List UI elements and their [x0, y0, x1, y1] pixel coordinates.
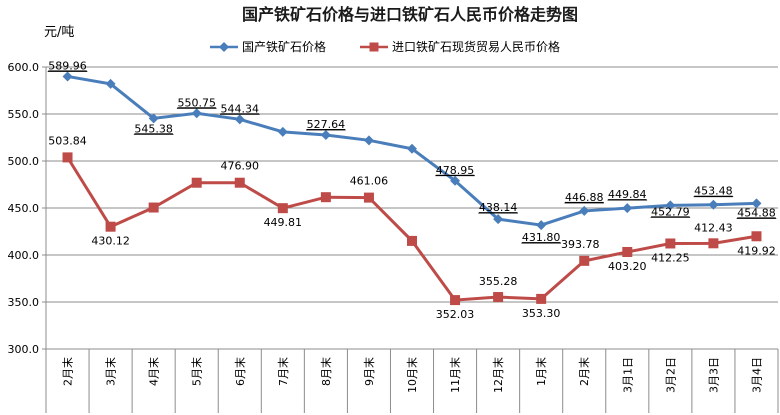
data-label-domestic: 452.79	[651, 205, 690, 218]
x-tick-label: 1月末	[534, 357, 548, 386]
data-point-import	[708, 238, 719, 249]
data-label-import: 352.03	[436, 308, 475, 321]
y-tick-label: 350.0	[8, 296, 40, 309]
data-point-domestic	[277, 126, 288, 137]
y-tick-label: 450.0	[8, 202, 40, 215]
data-point-domestic	[708, 199, 719, 210]
x-axis-ticks: 2月末 3月末 4月末 5月末 6月末 7月末 8月末 9月末 10月末 11月末 12月末 1月末 2…	[61, 357, 764, 393]
legend-marker-domestic	[219, 42, 229, 52]
data-point-import	[493, 292, 504, 303]
data-label-domestic: 544.34	[221, 102, 260, 115]
x-tick-label: 9月末	[362, 357, 376, 386]
x-tick-label: 8月末	[319, 357, 333, 386]
data-point-import	[234, 177, 245, 188]
data-label-domestic: 550.75	[177, 96, 216, 109]
data-point-domestic	[751, 198, 762, 209]
chart-title: 国产铁矿石价格与进口铁矿石人民币价格走势图	[242, 5, 578, 24]
legend-label-import: 进口铁矿石现货贸易人民币价格	[392, 39, 560, 54]
data-point-domestic	[148, 113, 159, 124]
data-point-import	[407, 235, 417, 246]
data-label-domestic: 431.80	[522, 231, 561, 244]
y-tick-label: 550.0	[8, 108, 40, 121]
x-tick-label: 3月1日	[621, 357, 634, 393]
data-label-import: 355.28	[479, 275, 518, 288]
series-group	[62, 71, 762, 306]
data-point-import	[148, 202, 159, 213]
x-tick-label: 3月2日	[664, 357, 677, 393]
data-label-import: 393.78	[561, 238, 600, 251]
x-tick-label: 2月末	[577, 357, 591, 386]
data-point-domestic	[62, 71, 73, 82]
data-point-domestic	[105, 78, 116, 89]
data-label-domestic: 446.88	[565, 191, 604, 204]
data-label-import: 412.43	[694, 221, 733, 234]
data-label-import: 503.84	[48, 134, 87, 147]
x-tick-label: 6月末	[233, 357, 247, 386]
axes	[42, 66, 779, 413]
data-label-import: 419.92	[737, 244, 776, 257]
data-point-import	[622, 246, 633, 257]
x-tick-label: 12月末	[491, 357, 505, 393]
data-label-import: 430.12	[91, 235, 130, 248]
data-label-import: 412.25	[651, 251, 690, 264]
legend: 国产铁矿石价格 进口铁矿石现货贸易人民币价格	[210, 39, 560, 54]
y-tick-label: 400.0	[8, 249, 40, 262]
data-label-domestic: 449.84	[608, 188, 647, 201]
data-point-domestic	[493, 214, 504, 225]
data-point-import	[665, 238, 676, 249]
data-point-import	[105, 221, 116, 232]
data-point-domestic	[363, 135, 374, 146]
data-point-domestic	[622, 203, 633, 214]
data-label-import: 353.30	[522, 307, 561, 320]
data-point-domestic	[665, 200, 676, 211]
data-point-domestic	[536, 220, 547, 231]
data-point-domestic	[191, 108, 202, 119]
data-point-import	[450, 295, 461, 306]
data-point-import	[363, 192, 374, 203]
data-point-import	[277, 203, 288, 214]
data-point-import	[62, 152, 73, 163]
x-tick-label: 4月末	[147, 357, 161, 386]
data-label-import: 449.81	[264, 216, 303, 229]
data-point-import	[191, 177, 202, 188]
data-point-import	[579, 255, 590, 266]
data-label-domestic: 438.14	[479, 201, 518, 214]
x-tick-label: 11月末	[448, 357, 462, 393]
y-axis-unit: 元/吨	[44, 25, 74, 40]
x-tick-label: 5月末	[190, 357, 204, 386]
data-label-domestic: 527.64	[307, 118, 346, 131]
y-axis-ticks: 300.0 350.0 400.0 450.0 500.0 550.0 600.0	[8, 61, 40, 356]
data-point-import	[536, 293, 547, 304]
legend-label-domestic: 国产铁矿石价格	[242, 39, 326, 54]
data-label-domestic: 453.48	[694, 185, 733, 198]
data-labels: 589.96 545.38 550.75 544.34 527.64 478.95 438.…	[47, 59, 777, 321]
data-label-import: 476.90	[221, 160, 260, 173]
x-tick-label: 3月3日	[707, 357, 720, 393]
x-tick-label: 3月末	[104, 357, 118, 386]
y-tick-label: 500.0	[8, 155, 40, 168]
data-label-domestic: 478.95	[436, 164, 475, 177]
data-label-import: 461.06	[350, 175, 389, 188]
legend-marker-import	[369, 42, 379, 52]
data-label-domestic: 454.88	[737, 206, 776, 219]
data-point-import	[320, 192, 331, 203]
x-tick-label: 7月末	[276, 357, 290, 386]
data-point-domestic	[407, 143, 417, 154]
data-point-domestic	[450, 175, 461, 186]
data-point-domestic	[320, 130, 331, 141]
data-label-domestic: 589.96	[48, 59, 87, 72]
data-point-import	[751, 231, 762, 242]
x-tick-label: 3月4日	[750, 357, 763, 393]
y-tick-label: 600.0	[8, 61, 40, 74]
data-label-import: 403.20	[608, 260, 647, 273]
data-point-domestic	[234, 114, 245, 125]
y-tick-label: 300.0	[8, 343, 40, 356]
x-tick-label: 2月末	[61, 357, 75, 386]
x-tick-label: 10月末	[405, 357, 419, 393]
series-line-import	[66, 156, 757, 302]
data-label-domestic: 545.38	[134, 122, 173, 135]
data-point-domestic	[579, 205, 590, 216]
